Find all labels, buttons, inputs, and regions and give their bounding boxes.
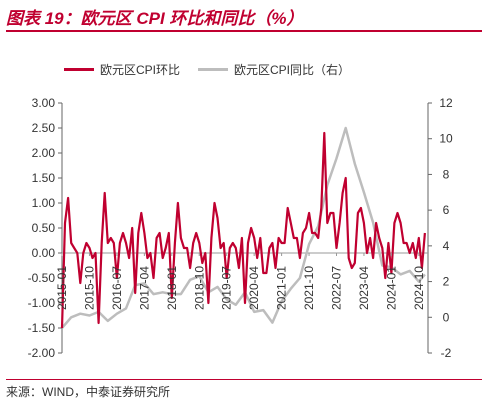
left-tick-label: 0.00 [32,246,56,260]
left-tick-label: -0.50 [28,271,56,285]
x-tick-label: 2023-04 [357,266,371,310]
legend-swatch-mom [64,67,94,71]
x-tick-label: 2016-07 [110,266,124,310]
right-tick-label: 8 [443,167,450,181]
x-tick-label: 2024-01 [384,266,398,310]
left-tick-label: 3.00 [32,96,56,110]
series-line-mom [60,131,426,329]
left-tick-label: 1.00 [32,196,56,210]
legend-item-yoy: 欧元区CPI同比（右） [198,61,350,78]
x-tick-label: 2015-01 [55,266,69,310]
right-tick-label: 6 [443,203,450,217]
bottom-rule [6,379,482,380]
figure-title: 图表 19：欧元区 CPI 环比和同比（%） [6,9,304,28]
right-tick-label: 4 [443,239,450,253]
x-tick-label: 2021-01 [275,266,289,310]
x-tick-label: 2015-10 [82,266,96,310]
right-tick-label: -2 [441,346,452,360]
x-tick-label: 2020-04 [247,266,261,310]
legend-item-mom: 欧元区CPI环比 [64,61,180,78]
left-tick-label: 1.50 [32,171,56,185]
left-tick-label: 2.00 [32,146,56,160]
right-tick-label: 10 [439,132,453,146]
right-tick-label: 0 [443,310,450,324]
left-tick-label: 0.50 [32,221,56,235]
left-tick-label: -2.00 [28,346,56,360]
right-tick-label: 2 [443,275,450,289]
legend-label-mom: 欧元区CPI环比 [100,62,181,77]
x-tick-label: 2022-07 [330,266,344,310]
legend: 欧元区CPI环比 欧元区CPI同比（右） [64,58,368,80]
title-rule [6,30,482,32]
source-note: 来源：WIND，中泰证券研究所 [6,385,170,399]
x-tick-label: 2019-07 [220,266,234,310]
x-tick-label: 2018-10 [192,266,206,310]
x-tick-label: 2018-01 [165,266,179,310]
legend-swatch-yoy [198,67,229,71]
legend-label-yoy: 欧元区CPI同比（右） [234,62,351,77]
left-tick-label: -1.00 [28,296,56,310]
left-tick-label: -1.50 [28,321,56,335]
right-tick-label: 12 [439,96,453,110]
chart-canvas: 3.00 2.50 2.00 1.50 1.00 0.50 0.00 -0.50 -1.00 -1… [28,96,453,360]
left-tick-label: 2.50 [32,121,56,135]
x-tick-label: 2021-10 [302,266,316,310]
x-tick-label: 2017-04 [137,266,151,310]
x-tick-label: 2024-10 [412,266,426,310]
